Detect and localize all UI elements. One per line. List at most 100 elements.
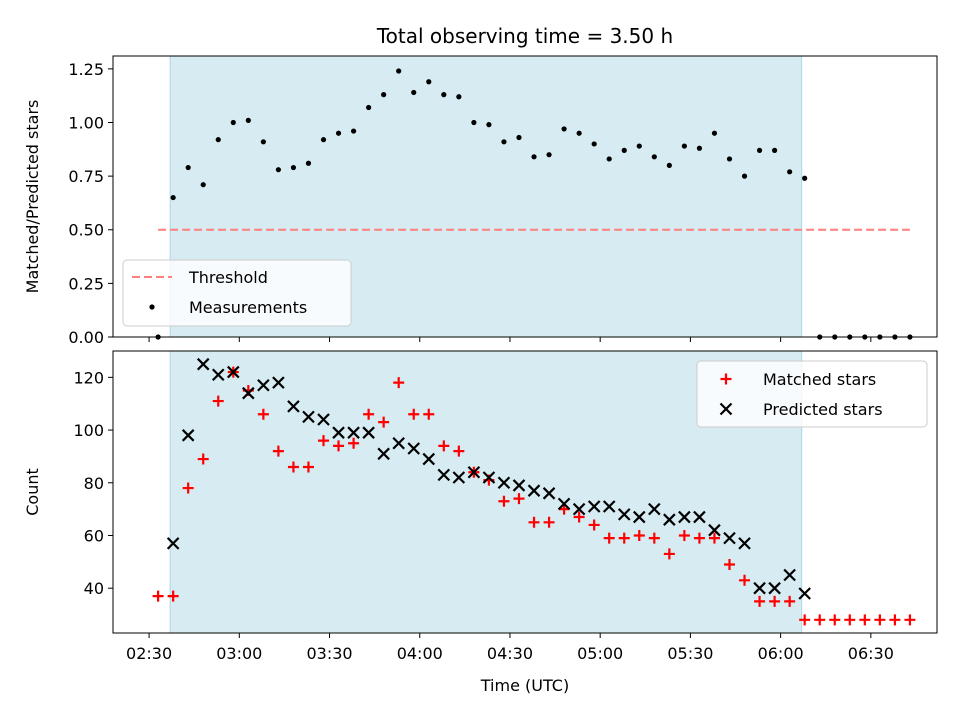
predicted-star-point [196, 357, 210, 371]
x-tick-label: 03:30 [306, 644, 352, 663]
y-axis-label-bottom: Count [23, 468, 42, 516]
measurement-point [772, 147, 778, 153]
x-tick-label: 05:00 [577, 644, 623, 663]
matched-star-point [889, 614, 901, 626]
predicted-star-point [723, 531, 736, 545]
predicted-star-point [602, 500, 616, 513]
measurement-point [456, 94, 462, 100]
predicted-star-point [648, 502, 661, 516]
matched-star-point [784, 595, 796, 607]
measurement-point [185, 164, 191, 171]
measurement-point [591, 141, 597, 147]
measurement-point [245, 117, 251, 123]
matched-star-point [618, 532, 630, 544]
predicted-star-point [557, 497, 571, 511]
measurement-point [606, 156, 612, 162]
matched-star-point [302, 461, 314, 473]
predicted-star-point [437, 468, 451, 482]
x-tick-label: 06:00 [758, 644, 804, 663]
measurement-point [320, 137, 327, 143]
legend-top: Threshold Measurements [122, 259, 352, 327]
predicted-star-point [497, 476, 511, 490]
x-tick-label: 02:30 [126, 644, 172, 663]
matched-star-point [648, 532, 660, 544]
measurement-point [651, 154, 657, 160]
matched-star-point [543, 516, 555, 528]
y-tick-label: 80 [84, 474, 104, 493]
predicted-star-point [542, 487, 556, 500]
matched-star-point [333, 440, 345, 452]
predicted-star-point [362, 426, 375, 439]
predicted-star-point [783, 568, 796, 582]
measurement-point [741, 173, 748, 179]
measurement-point [200, 182, 206, 188]
measurement-point [802, 175, 808, 181]
matched-star-point [769, 595, 781, 607]
matched-star-point [318, 435, 330, 447]
axes-frame-bottom [112, 350, 938, 634]
predicted-star-point [693, 510, 706, 524]
matched-star-point [859, 614, 871, 626]
measurement-point [787, 169, 793, 175]
measurement-point [290, 164, 297, 171]
predicted-star-point [587, 500, 601, 513]
measurement-point [711, 130, 718, 136]
measurement-point [681, 143, 687, 149]
measurement-point [215, 137, 221, 143]
measurement-point [260, 139, 266, 145]
measurement-point [546, 152, 552, 158]
count-panel: 40 60 80 100 120 02:30 03:00 03:30 04:00 04:30 05… [23, 350, 938, 663]
predicted-star-point [467, 465, 481, 479]
predicted-star-point [332, 426, 345, 439]
matched-star-point [498, 495, 510, 507]
measurement-point [516, 134, 522, 141]
measurement-point [441, 92, 447, 98]
measurement-point [501, 139, 507, 145]
legend-label: Measurements [189, 298, 307, 317]
matched-star-point [633, 529, 645, 541]
matched-star-point [603, 532, 615, 544]
matched-star-point [799, 614, 811, 626]
predicted-star-point [572, 502, 586, 516]
y-tick-label: 40 [84, 579, 104, 598]
y-tick-label: 0.00 [68, 328, 104, 347]
y-tick-label: 100 [73, 421, 104, 440]
matched-star-point [257, 408, 269, 420]
y-axis-ticks-top: 0.00 0.25 0.50 0.75 1.00 1.25 [68, 60, 113, 347]
matched-star-point [678, 529, 690, 541]
predicted-star-point [422, 452, 436, 466]
matched-star-point [152, 590, 164, 602]
legend-predicted-swatch [719, 402, 733, 416]
predicted-star-point [287, 400, 300, 413]
predicted-star-point [678, 510, 691, 524]
predicted-star-point [227, 365, 240, 379]
predicted-star-point [377, 447, 390, 461]
x-axis-ticks-top [148, 337, 872, 342]
y-tick-label: 0.50 [68, 221, 104, 240]
measurement-point [381, 92, 387, 98]
predicted-star-point [768, 581, 781, 595]
matched-star-point [814, 614, 826, 626]
measurement-point [170, 194, 176, 201]
matched-star-point [844, 614, 856, 626]
matched-star-point [212, 395, 224, 407]
chart-title: Total observing time = 3.50 h [376, 24, 673, 48]
star-count-points [152, 357, 916, 626]
x-tick-label: 03:00 [216, 644, 262, 663]
predicted-star-point [798, 587, 811, 600]
matched-star-point [723, 558, 735, 570]
matched-star-point [453, 445, 465, 457]
predicted-star-point [512, 479, 526, 492]
y-axis-label-top: Matched/Predicted stars [23, 100, 42, 294]
legend-matched-swatch [720, 373, 732, 385]
measurement-point [305, 160, 312, 166]
measurement-point [426, 79, 432, 85]
axes-frame-top [112, 55, 938, 338]
measurement-point [621, 147, 627, 153]
predicted-star-point [317, 413, 330, 426]
matched-star-point [528, 516, 540, 528]
predicted-star-point [738, 537, 751, 550]
matched-star-point [663, 548, 675, 560]
predicted-star-point [663, 513, 676, 526]
predicted-star-point [257, 378, 270, 392]
